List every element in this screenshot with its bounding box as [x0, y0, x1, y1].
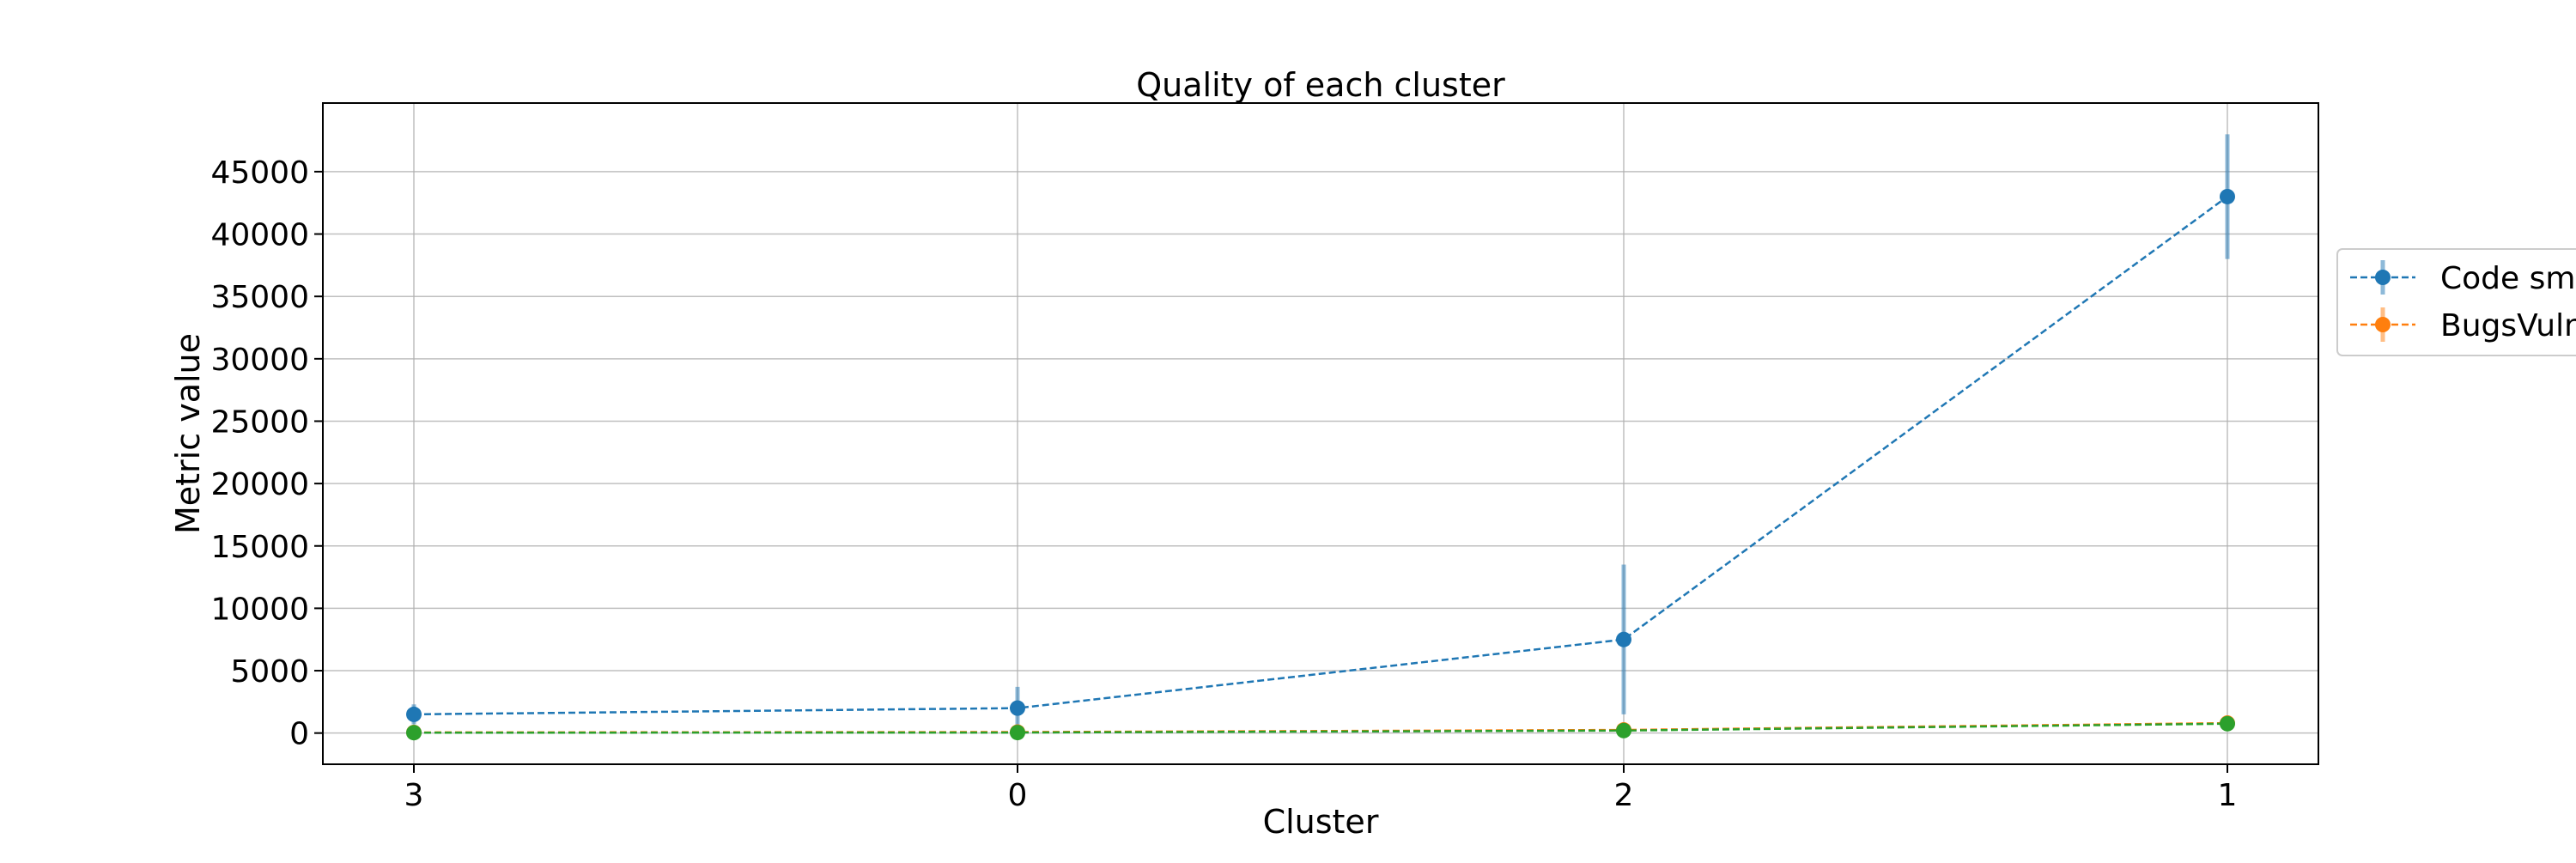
x-tick-label: 0 [1008, 778, 1028, 813]
y-tick-label: 35000 [210, 280, 309, 315]
plot-frame [322, 102, 2319, 765]
legend-frame [2336, 248, 2576, 356]
x-axis-title: Cluster [1263, 803, 1379, 841]
series-line [413, 195, 2228, 716]
legend-label: BugsVuln [2440, 308, 2576, 343]
series-0 [406, 134, 2235, 728]
legend: Code sm BugsVuln [2336, 248, 2576, 356]
data-point [2220, 715, 2235, 732]
data-point [1616, 631, 1631, 647]
y-tick-label: 25000 [210, 404, 309, 440]
legend-marker [2375, 270, 2391, 285]
ticks-layer: 0 5000 10000 15000 20000 25000 30000 35000 40000… [210, 155, 2237, 813]
y-tick-label: 5000 [230, 654, 309, 690]
grid-layer [323, 103, 2318, 764]
y-tick-label: 20000 [210, 467, 309, 502]
x-tick-label: 2 [1614, 778, 1634, 813]
data-point [2220, 188, 2235, 204]
data-point [1616, 722, 1631, 738]
legend-item: Code sm [2350, 260, 2575, 296]
y-tick-label: 0 [289, 717, 309, 752]
series-layer [406, 134, 2235, 741]
y-tick-label: 10000 [210, 592, 309, 627]
legend-label: Code sm [2440, 261, 2575, 296]
data-point [1010, 700, 1025, 716]
y-axis-title: Metric value [169, 333, 207, 534]
y-tick-label: 15000 [210, 530, 309, 565]
legend-marker [2375, 317, 2391, 332]
y-tick-label: 45000 [210, 155, 309, 191]
series-2 [406, 715, 2235, 741]
chart-title: Quality of each cluster [1136, 66, 1505, 104]
data-point [406, 725, 422, 741]
y-tick-label: 40000 [210, 218, 309, 253]
legend-item: BugsVuln [2350, 307, 2576, 343]
x-tick-label: 3 [404, 778, 424, 813]
data-point [1010, 725, 1025, 741]
x-tick-label: 1 [2218, 778, 2238, 813]
y-tick-label: 30000 [210, 343, 309, 378]
data-point [406, 706, 422, 722]
series-line [413, 722, 2228, 734]
